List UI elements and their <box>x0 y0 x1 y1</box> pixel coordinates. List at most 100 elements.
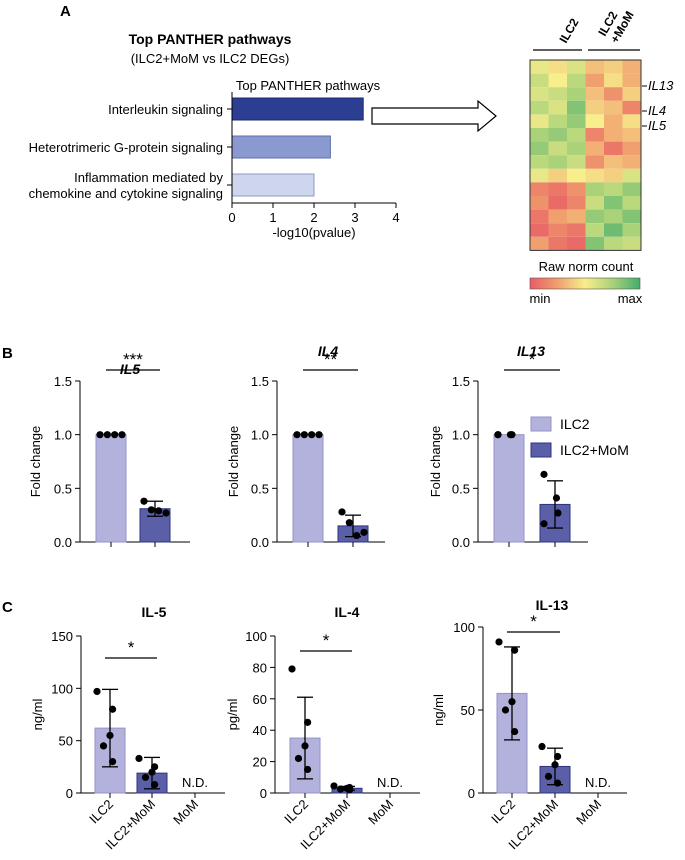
il4-fold-change-chart: IL4 Fold change 0.0 0.5 1.0 1.5 ** <box>226 343 385 550</box>
chart-title: IL-4 <box>335 604 360 620</box>
y-tick-label: 1.0 <box>251 428 269 443</box>
data-point <box>540 520 548 528</box>
data-point <box>508 431 516 439</box>
category-label-2: Heterotrimeric G-protein signaling <box>29 140 223 155</box>
y-tick-label: 0 <box>468 786 475 801</box>
nd-label: N.D. <box>585 775 611 790</box>
heatmap-cell <box>530 73 549 88</box>
y-tick-label: 1.5 <box>251 374 269 389</box>
category-label-line: chemokine and cytokine signaling <box>29 186 223 201</box>
heatmap-cell <box>604 209 623 224</box>
data-point <box>294 754 303 763</box>
y-tick-label: 0.5 <box>251 481 269 496</box>
data-point <box>360 528 368 536</box>
heatmap-cell <box>585 141 604 156</box>
data-point <box>554 752 562 761</box>
heatmap-cell <box>622 209 641 224</box>
il13-fold-change-chart: IL13 Fold change 0.0 0.5 1.0 1.5 * <box>428 343 588 550</box>
data-point <box>544 772 553 781</box>
heatmap-cell <box>622 196 641 210</box>
x-tick-label: MoM <box>365 797 396 828</box>
y-tick-label: 40 <box>253 723 267 738</box>
data-point <box>304 718 312 726</box>
legend: ILC2 ILC2+MoM <box>530 416 629 458</box>
panel-label-a: A <box>60 3 71 20</box>
heatmap-cell <box>567 141 586 156</box>
heatmap-cell <box>567 114 586 128</box>
heatmap-cell <box>604 100 623 115</box>
heatmap-cell <box>622 100 641 115</box>
heatmap-cell <box>622 128 641 142</box>
x-tick-label: 0 <box>228 210 235 225</box>
y-axis-label: pg/ml <box>225 698 240 730</box>
y-tick-label: 150 <box>51 629 73 644</box>
chart-title: Top PANTHER pathways <box>129 31 292 47</box>
category-label-1: Interleukin signaling <box>108 102 223 117</box>
bar-3 <box>231 173 315 197</box>
data-point <box>155 507 163 515</box>
y-tick-label: 1.5 <box>54 374 72 389</box>
y-tick-label: 0 <box>66 786 73 801</box>
heatmap-cell <box>622 114 641 128</box>
bar-ilc2 <box>493 434 525 543</box>
heatmap-cell <box>604 114 623 128</box>
legend-swatch-ilc2mom <box>530 442 552 458</box>
data-point <box>147 506 155 514</box>
y-tick-label: 80 <box>253 660 267 675</box>
heatmap-cell <box>567 236 586 251</box>
y-tick-label: 20 <box>253 755 267 770</box>
heatmap-cell <box>604 223 623 237</box>
y-axis-label: Fold change <box>28 426 43 498</box>
bar-ilc2 <box>292 434 324 543</box>
category-label-line: Interleukin signaling <box>108 102 223 117</box>
panther-pathways-chart: Top PANTHER pathways (ILC2+MoM vs ILC2 DE… <box>29 31 400 240</box>
heatmap-cell <box>585 182 604 196</box>
data-point <box>304 765 312 774</box>
x-tick-label: MoM <box>573 797 604 828</box>
data-point <box>301 742 309 750</box>
heatmap-cell <box>530 168 549 183</box>
chart-title: IL-13 <box>536 597 569 613</box>
data-point <box>345 519 353 527</box>
heatmap-cell <box>548 114 567 128</box>
heatmap-cell <box>585 155 604 169</box>
data-point <box>109 758 117 766</box>
heatmap-cell <box>530 196 549 210</box>
heatmap-cell <box>585 114 604 128</box>
data-point <box>508 698 516 706</box>
data-point <box>315 431 323 439</box>
heatmap-cell <box>604 128 623 142</box>
heatmap-cell <box>548 196 567 210</box>
right-arrow-icon <box>371 99 497 133</box>
data-point <box>118 431 126 439</box>
heatmap-cell <box>585 209 604 224</box>
legend-swatch-ilc2 <box>530 416 552 432</box>
heatmap-cell <box>567 60 586 74</box>
data-point <box>135 754 143 763</box>
bar-1 <box>231 97 364 121</box>
heatmap-cell <box>604 196 623 210</box>
x-tick-label: 1 <box>269 210 276 225</box>
heatmap-cell <box>567 73 586 88</box>
heatmap-cell <box>604 236 623 251</box>
data-point <box>540 470 548 478</box>
heatmap-border <box>529 59 642 251</box>
heatmap-cell <box>530 236 549 251</box>
heatmap-cell <box>604 168 623 183</box>
data-point <box>106 731 114 740</box>
heatmap-cell <box>530 87 549 101</box>
heatmap-cell <box>604 155 623 169</box>
heatmap-cell <box>567 168 586 183</box>
x-tick-label: 3 <box>351 210 358 225</box>
x-tick-label: ILC2 <box>281 797 311 827</box>
heatmap-cell <box>548 168 567 183</box>
significance-stars: * <box>323 631 330 650</box>
heatmap-cell <box>622 141 641 156</box>
data-point <box>308 431 316 439</box>
gene-label-il5: IL5 <box>648 118 667 133</box>
data-point <box>99 742 108 750</box>
heatmap-cell <box>548 223 567 237</box>
y-tick-label: 0 <box>260 786 267 801</box>
